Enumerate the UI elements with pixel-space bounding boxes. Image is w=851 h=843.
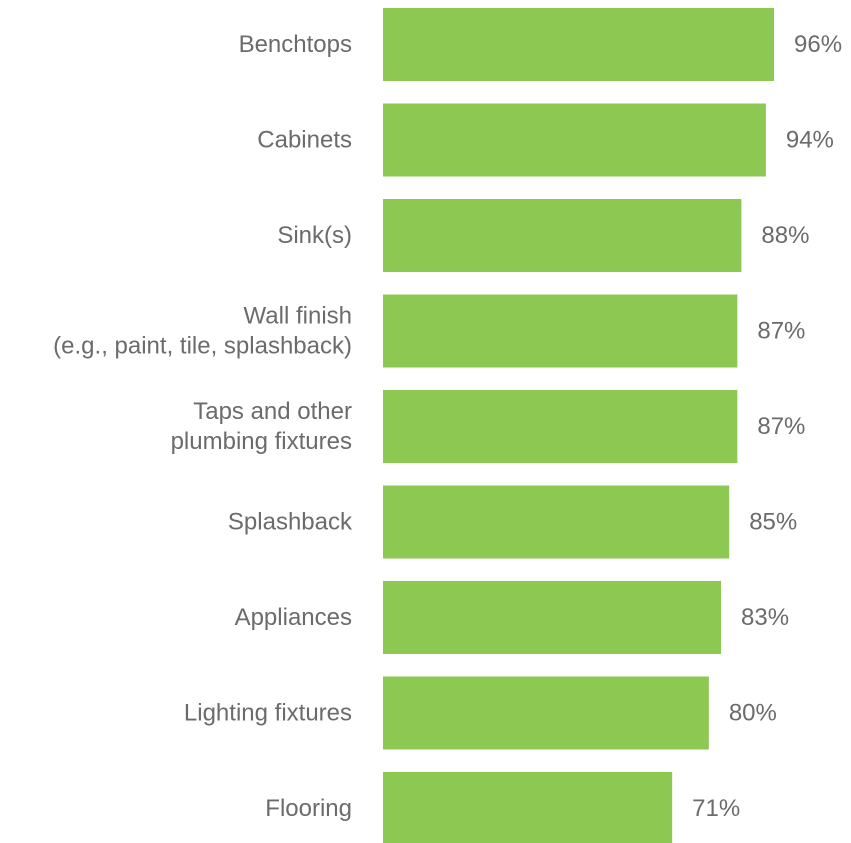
bar-4 xyxy=(383,390,738,463)
bar-5 xyxy=(383,485,730,559)
category-label-line: plumbing fixtures xyxy=(171,428,352,455)
bar-1 xyxy=(383,103,766,177)
value-label: 71% xyxy=(692,795,740,822)
category-label-line: Splashback xyxy=(228,509,353,536)
category-label: Taps and other plumbing fixtures xyxy=(171,398,352,455)
value-label: 85% xyxy=(749,509,797,536)
bar-2 xyxy=(383,199,742,272)
value-label: 87% xyxy=(757,413,805,440)
bar-8 xyxy=(383,772,673,843)
category-label-line: Flooring xyxy=(265,795,352,822)
value-label: 83% xyxy=(741,604,789,631)
category-label: Cabinets xyxy=(257,127,352,154)
category-label-line: Lighting fixtures xyxy=(184,700,352,727)
category-label-line: Appliances xyxy=(235,604,352,631)
value-label: 80% xyxy=(729,700,777,727)
category-label: Appliances xyxy=(235,604,352,631)
category-label-line: Wall finish xyxy=(244,303,352,330)
value-label: 96% xyxy=(794,31,842,58)
category-label: Wall finish (e.g., paint, tile, splashbac… xyxy=(53,303,352,360)
bar-7 xyxy=(383,676,709,750)
category-labels-group: Benchtops Cabinets Sink(s) Wall finish (e.g.… xyxy=(53,31,353,822)
value-label: 87% xyxy=(757,318,805,345)
category-label: Sink(s) xyxy=(277,222,352,249)
bar-0 xyxy=(383,8,774,81)
category-label: Flooring xyxy=(265,795,352,822)
category-label-line: (e.g., paint, tile, splashback) xyxy=(53,333,352,360)
value-label: 88% xyxy=(761,222,809,249)
category-label-line: Sink(s) xyxy=(277,222,352,249)
bar-6 xyxy=(383,581,722,654)
bar-3 xyxy=(383,294,738,368)
category-label-line: Taps and other xyxy=(193,398,352,425)
bars-group xyxy=(383,8,774,843)
category-label-line: Benchtops xyxy=(239,31,352,58)
category-label: Benchtops xyxy=(239,31,352,58)
value-label: 94% xyxy=(786,127,834,154)
category-label-line: Cabinets xyxy=(257,127,352,154)
category-label: Splashback xyxy=(228,509,353,536)
category-label: Lighting fixtures xyxy=(184,700,352,727)
value-labels-group: 96% 94% 88% 87% 87% 85% 83% 80% 71% xyxy=(692,31,842,822)
